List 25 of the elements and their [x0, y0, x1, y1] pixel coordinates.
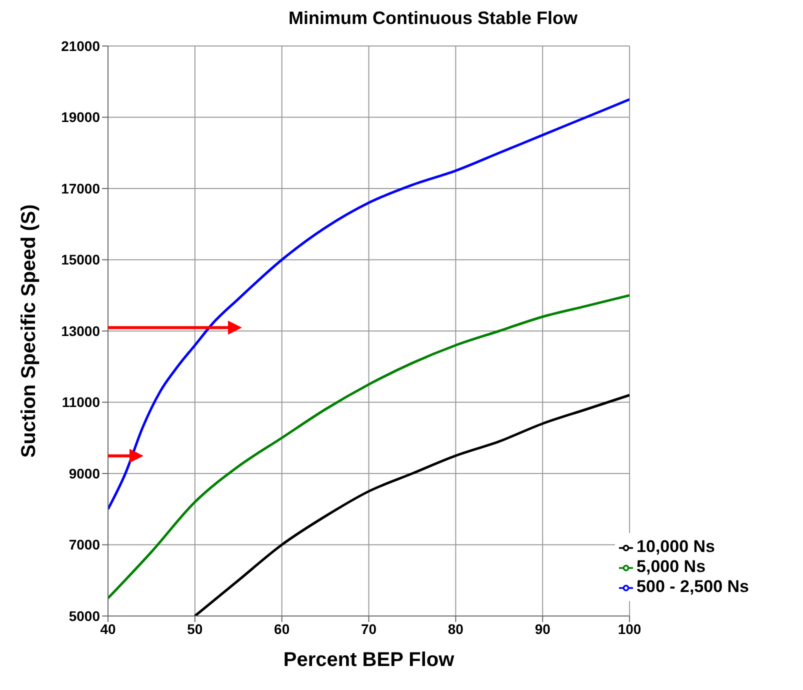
y-tick-label: 11000	[62, 394, 100, 410]
x-tick-label: 100	[618, 620, 642, 637]
legend-label: 5,000 Ns	[636, 557, 706, 576]
y-tick-label: 15000	[61, 252, 100, 268]
y-tick-label: 13000	[61, 322, 100, 339]
y-tick-label: 21000	[61, 38, 100, 54]
y-tick-label: 7000	[68, 536, 100, 553]
line-series	[194, 394, 630, 616]
x-tick-label: 60	[274, 620, 290, 637]
y-axis-title: Suction Specific Speed (S)	[18, 204, 40, 458]
x-axis-title: Percent BEP Flow	[283, 649, 455, 671]
line-series	[108, 294, 630, 600]
x-tick-label: 50	[187, 620, 203, 637]
legend-label: 10,000 Ns	[636, 537, 715, 556]
legend-label: 500 - 2,500 Ns	[636, 577, 749, 596]
x-tick-label: 90	[534, 620, 551, 637]
y-tick-label: 17000	[61, 180, 100, 196]
line-series	[108, 98, 630, 510]
y-tick-label: 5000	[68, 608, 100, 624]
y-tick-label: 19000	[61, 109, 100, 126]
y-tick-label: 9000	[68, 465, 100, 482]
x-tick-label: 40	[100, 620, 116, 637]
x-tick-label: 70	[360, 620, 377, 637]
chart-title: Minimum Continuous Stable Flow	[288, 8, 578, 30]
x-tick-label: 80	[448, 620, 464, 637]
